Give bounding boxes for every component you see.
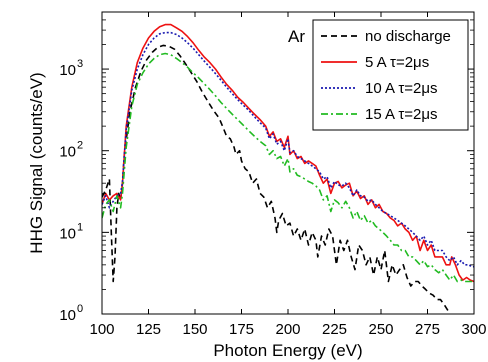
y-tick-exponent: 2	[77, 140, 83, 152]
legend-label-4: 15 A τ=2μs	[365, 106, 438, 123]
legend-label-1: no discharge	[365, 28, 451, 45]
legend: no discharge 5 A τ=2μs 10 A τ=2μs 15 A τ=2μ…	[312, 19, 469, 131]
x-tick-label: 275	[415, 321, 440, 338]
y-tick-label: 10	[59, 144, 76, 161]
plot-layer	[102, 23, 474, 314]
legend-label-2: 5 A τ=2μs	[365, 54, 429, 71]
y-tick-exponent: 1	[77, 221, 83, 233]
y-tick-label: 10	[59, 62, 76, 79]
y-tick-label: 10	[59, 225, 76, 242]
y-axis-label: HHG Signal (counts/eV)	[27, 72, 46, 253]
x-tick-label: 150	[182, 321, 207, 338]
x-axis-label: Photon Energy (eV)	[213, 341, 362, 360]
y-tick-exponent: 0	[77, 303, 83, 315]
x-tick-label: 225	[322, 321, 347, 338]
x-tick-label: 175	[229, 321, 254, 338]
x-tick-label: 300	[461, 321, 486, 338]
x-tick-label: 100	[89, 321, 114, 338]
series-line-1	[102, 44, 451, 314]
gas-annotation: Ar	[288, 27, 305, 46]
legend-box	[312, 19, 469, 131]
x-tick-label: 250	[368, 321, 393, 338]
series-line-4	[102, 52, 474, 283]
y-tick-exponent: 3	[77, 58, 83, 70]
x-tick-label: 200	[275, 321, 300, 338]
legend-label-3: 10 A τ=2μs	[365, 80, 438, 97]
x-tick-label: 125	[136, 321, 161, 338]
series-line-2	[102, 23, 474, 283]
y-tick-label: 10	[59, 307, 76, 324]
